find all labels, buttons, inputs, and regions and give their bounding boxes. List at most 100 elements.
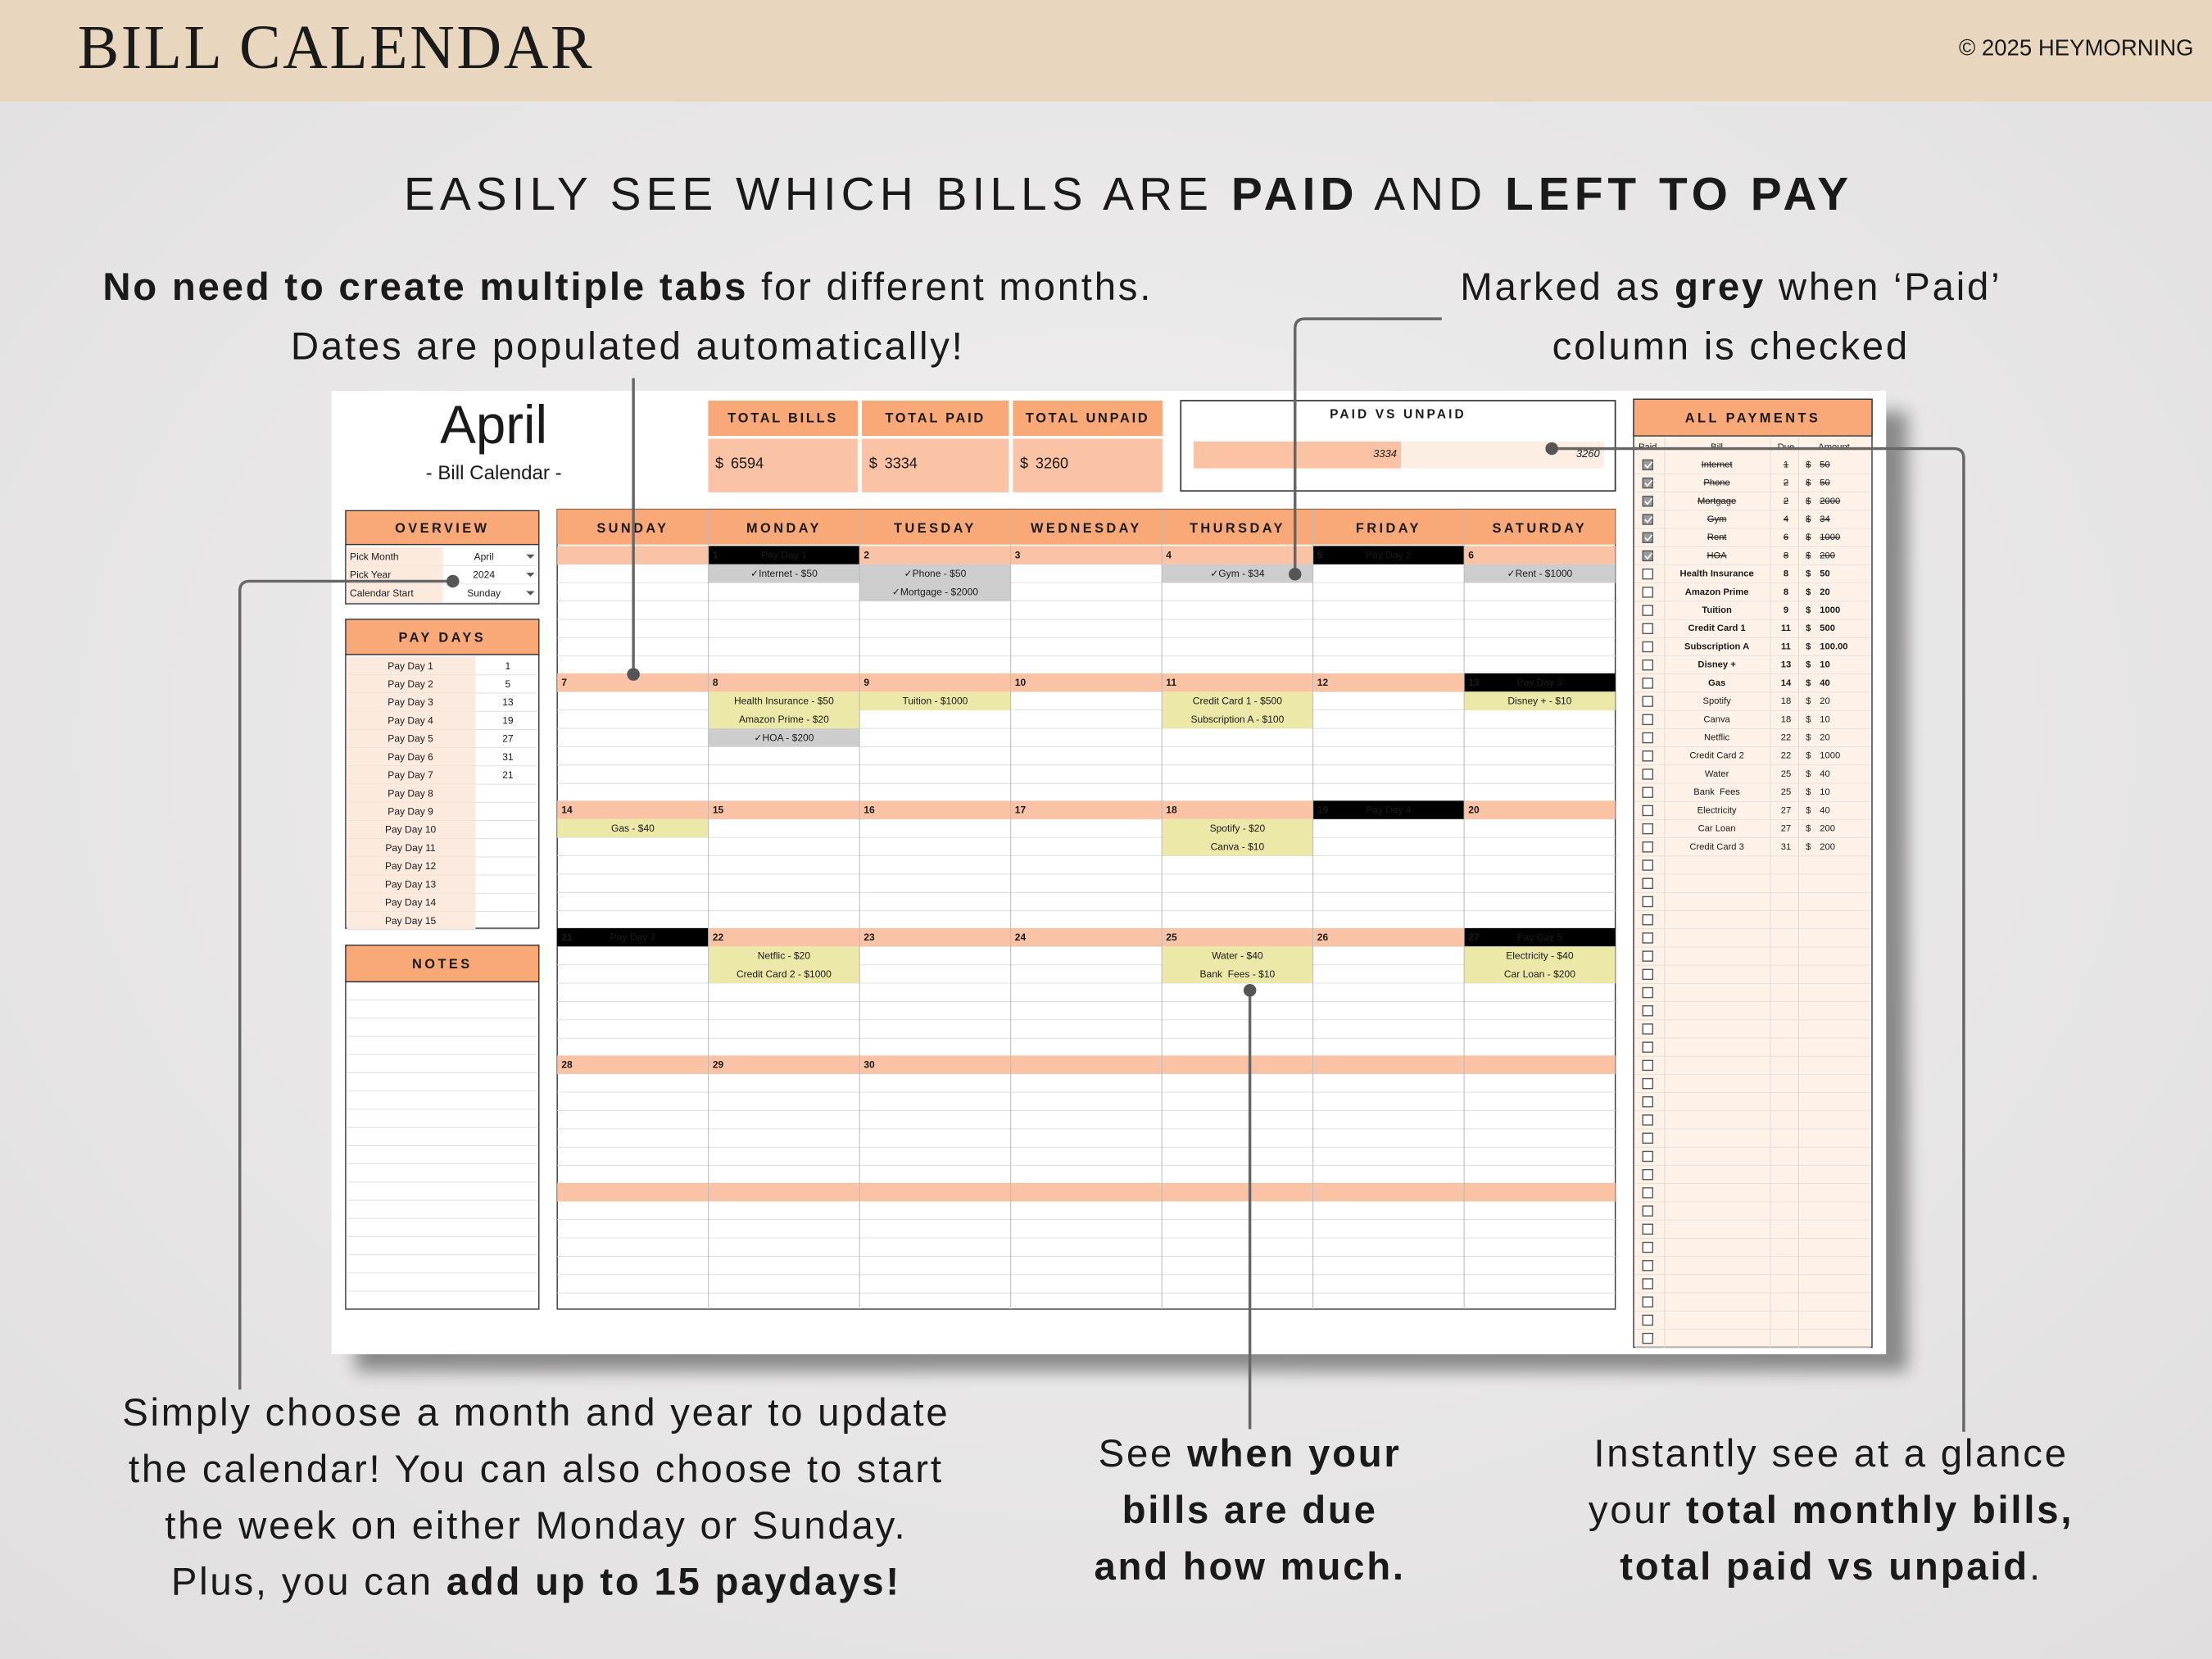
checkbox[interactable] <box>1642 1041 1653 1053</box>
checkbox[interactable] <box>1642 550 1653 562</box>
overview-label-cell <box>347 547 443 566</box>
checkbox[interactable] <box>1642 1005 1653 1017</box>
checkbox[interactable] <box>1642 1168 1653 1181</box>
checkbox[interactable] <box>1642 968 1653 981</box>
connector-dot <box>1545 442 1558 456</box>
checkbox[interactable] <box>1642 514 1653 525</box>
checkbox[interactable] <box>1642 805 1653 817</box>
checkbox[interactable] <box>1642 1023 1653 1035</box>
checkbox[interactable] <box>1642 1314 1653 1326</box>
overview-value[interactable]: Sunday <box>467 587 501 599</box>
month-subtitle: - Bill Calendar - <box>426 462 562 484</box>
paid-bar <box>1193 441 1402 469</box>
bill-cell <box>708 691 860 710</box>
checkbox[interactable] <box>1642 1150 1653 1163</box>
payment-bill: Gym <box>1707 514 1727 524</box>
dropdown-arrow[interactable] <box>526 554 535 559</box>
overview-value[interactable]: 2024 <box>473 569 495 581</box>
date-number: 21 <box>561 931 573 943</box>
payday-label: Pay Day 4 <box>1366 805 1412 816</box>
bill-label: ✓Rent - $1000 <box>1507 568 1572 579</box>
total-value: 3334 <box>885 455 918 471</box>
checkbox[interactable] <box>1642 459 1653 471</box>
checkbox[interactable] <box>1642 1278 1653 1290</box>
overview-value[interactable]: April <box>474 551 494 562</box>
checkbox[interactable] <box>1642 496 1653 507</box>
checkbox[interactable] <box>1642 1059 1653 1072</box>
checkbox[interactable] <box>1642 1223 1653 1235</box>
pay-day-label: Pay Day 12 <box>385 860 437 872</box>
checkbox[interactable] <box>1642 623 1653 635</box>
total-header <box>862 401 1009 437</box>
checkbox[interactable] <box>1642 859 1653 871</box>
total-label: TOTAL UNPAID <box>1026 411 1150 426</box>
checkbox[interactable] <box>1642 641 1653 653</box>
checkbox[interactable] <box>1642 932 1653 944</box>
checkbox[interactable] <box>1642 877 1653 889</box>
checkbox[interactable] <box>1642 477 1653 489</box>
checkbox[interactable] <box>1642 750 1653 762</box>
text-segment: Simply choose a month and year to update <box>122 1391 950 1435</box>
checkbox[interactable] <box>1642 678 1653 689</box>
text-segment: Dates are populated automatically! <box>291 324 965 368</box>
payment-due: 11 <box>1781 623 1791 633</box>
checkbox[interactable] <box>1642 1096 1653 1108</box>
checkbox[interactable] <box>1642 732 1653 744</box>
checkbox[interactable] <box>1642 696 1653 707</box>
overview-label: Calendar Start <box>350 587 414 599</box>
payments-box <box>1633 398 1873 1349</box>
date-number: 5 <box>1317 550 1323 561</box>
bill-cell <box>859 564 1011 583</box>
checkbox[interactable] <box>1642 714 1653 726</box>
checkbox[interactable] <box>1642 605 1653 616</box>
checkbox[interactable] <box>1642 1114 1653 1126</box>
weekday-label: WEDNESDAY <box>1031 521 1142 536</box>
checkbox[interactable] <box>1642 1332 1653 1344</box>
pay-day-label-cell <box>347 784 476 803</box>
total-value-cell <box>708 438 858 492</box>
payment-bill: Rent <box>1707 533 1728 542</box>
bill-label: Credit Card 2 - $1000 <box>737 968 832 980</box>
payment-due: 13 <box>1781 660 1791 670</box>
pay-day-label: Pay Day 10 <box>385 824 437 836</box>
dropdown-arrow[interactable] <box>526 573 535 578</box>
checkbox[interactable] <box>1642 950 1653 962</box>
checkbox[interactable] <box>1642 587 1653 598</box>
checkbox[interactable] <box>1642 532 1653 543</box>
payment-currency: $ <box>1806 496 1811 506</box>
date-band <box>1010 673 1163 692</box>
text-segment: the calendar! You can also choose to sta… <box>129 1447 944 1490</box>
checkbox[interactable] <box>1642 568 1653 580</box>
payment-amount: 1000 <box>1820 751 1840 761</box>
checkbox[interactable] <box>1642 1132 1653 1144</box>
bill-label: Bank Fees - $10 <box>1200 968 1276 980</box>
date-band <box>1010 1182 1163 1202</box>
checkbox[interactable] <box>1642 786 1653 798</box>
checkbox[interactable] <box>1642 768 1653 780</box>
date-band <box>1464 1055 1616 1074</box>
unpaid-bar <box>1401 441 1604 469</box>
checkbox[interactable] <box>1642 823 1653 835</box>
pay-day-value: 5 <box>505 678 511 690</box>
dropdown-arrow[interactable] <box>526 591 535 596</box>
checkbox[interactable] <box>1642 660 1653 671</box>
checkbox[interactable] <box>1642 1260 1653 1271</box>
checkbox[interactable] <box>1642 841 1653 853</box>
payment-currency: $ <box>1806 587 1811 597</box>
checkbox[interactable] <box>1642 1187 1653 1199</box>
date-band <box>1010 1055 1163 1074</box>
weekday-header <box>557 509 1616 545</box>
date-band <box>557 1055 709 1074</box>
checkbox[interactable] <box>1642 913 1653 926</box>
checkmark <box>1644 552 1653 560</box>
date-band <box>859 927 1011 947</box>
checkbox[interactable] <box>1642 986 1653 999</box>
date-number: 7 <box>561 677 567 688</box>
checkbox[interactable] <box>1642 895 1653 908</box>
checkbox[interactable] <box>1642 1296 1653 1308</box>
checkmark <box>1644 461 1653 469</box>
checkbox[interactable] <box>1642 1241 1653 1253</box>
checkbox[interactable] <box>1642 1205 1653 1217</box>
checkbox[interactable] <box>1642 1077 1653 1090</box>
total-value: 3260 <box>1036 455 1068 471</box>
